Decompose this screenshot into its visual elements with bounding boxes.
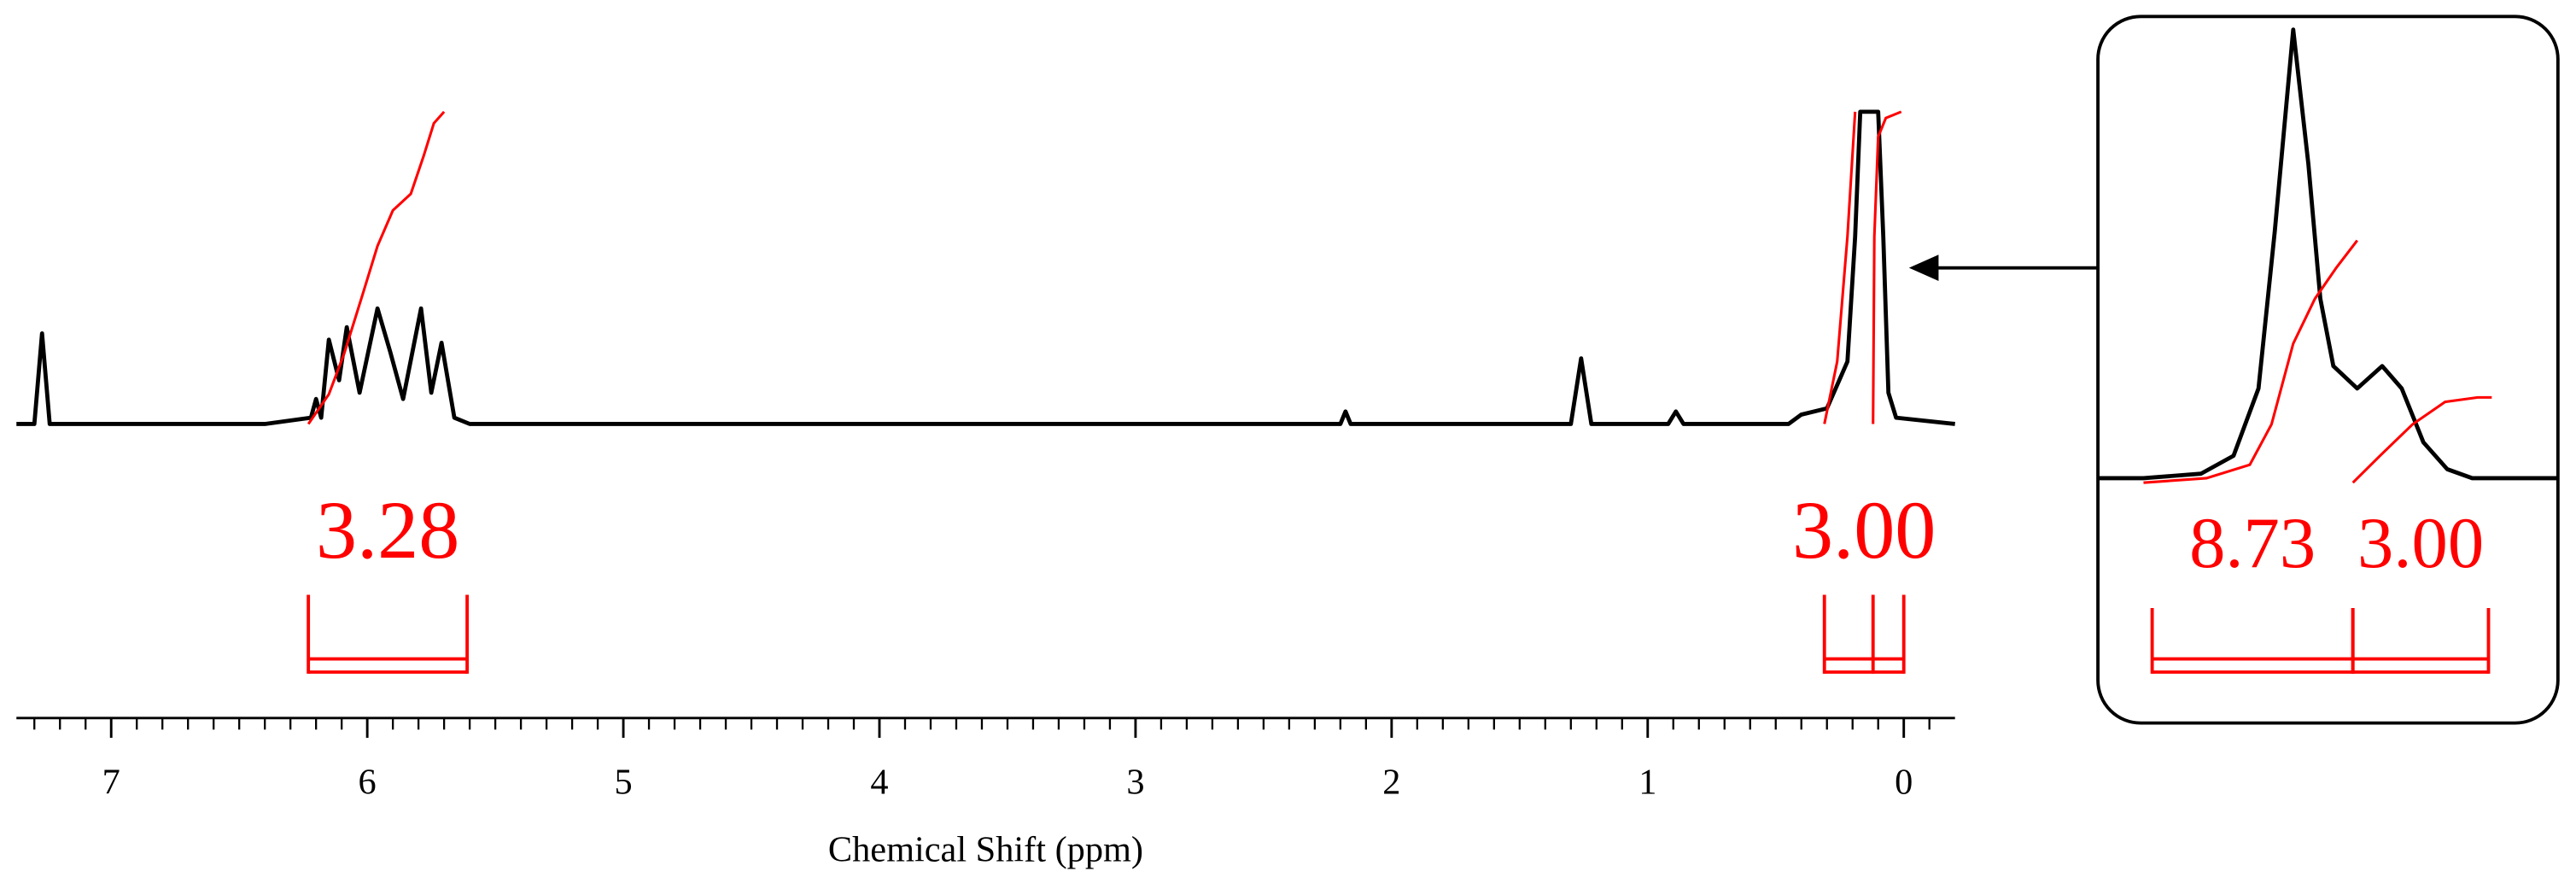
- integral-curve: [2143, 239, 2358, 484]
- inset-frame: [2096, 15, 2560, 725]
- integral-curve: [1823, 110, 1902, 424]
- integral-label: 3.00: [2357, 504, 2484, 583]
- x-tick-label: 6: [359, 762, 377, 802]
- x-tick-label: 5: [614, 762, 632, 802]
- integral-label: 3.28: [316, 484, 459, 576]
- x-tick-label: 7: [102, 762, 120, 802]
- x-tick-label: 2: [1382, 762, 1400, 802]
- x-tick-label: 4: [870, 762, 888, 802]
- x-tick-label: 3: [1126, 762, 1144, 802]
- x-tick-label: 0: [1895, 762, 1913, 802]
- spectrum-line: [16, 109, 1955, 426]
- spectrum-line: [2098, 27, 2558, 481]
- arrow-head: [1908, 254, 1939, 282]
- integral-curve: [307, 110, 446, 425]
- integral-label: 8.73: [2189, 504, 2316, 583]
- integral-curve: [2351, 395, 2492, 484]
- integral-label: 3.00: [1792, 484, 1936, 576]
- x-axis-title: Chemical Shift (ppm): [828, 829, 1143, 869]
- x-tick-label: 1: [1638, 762, 1656, 802]
